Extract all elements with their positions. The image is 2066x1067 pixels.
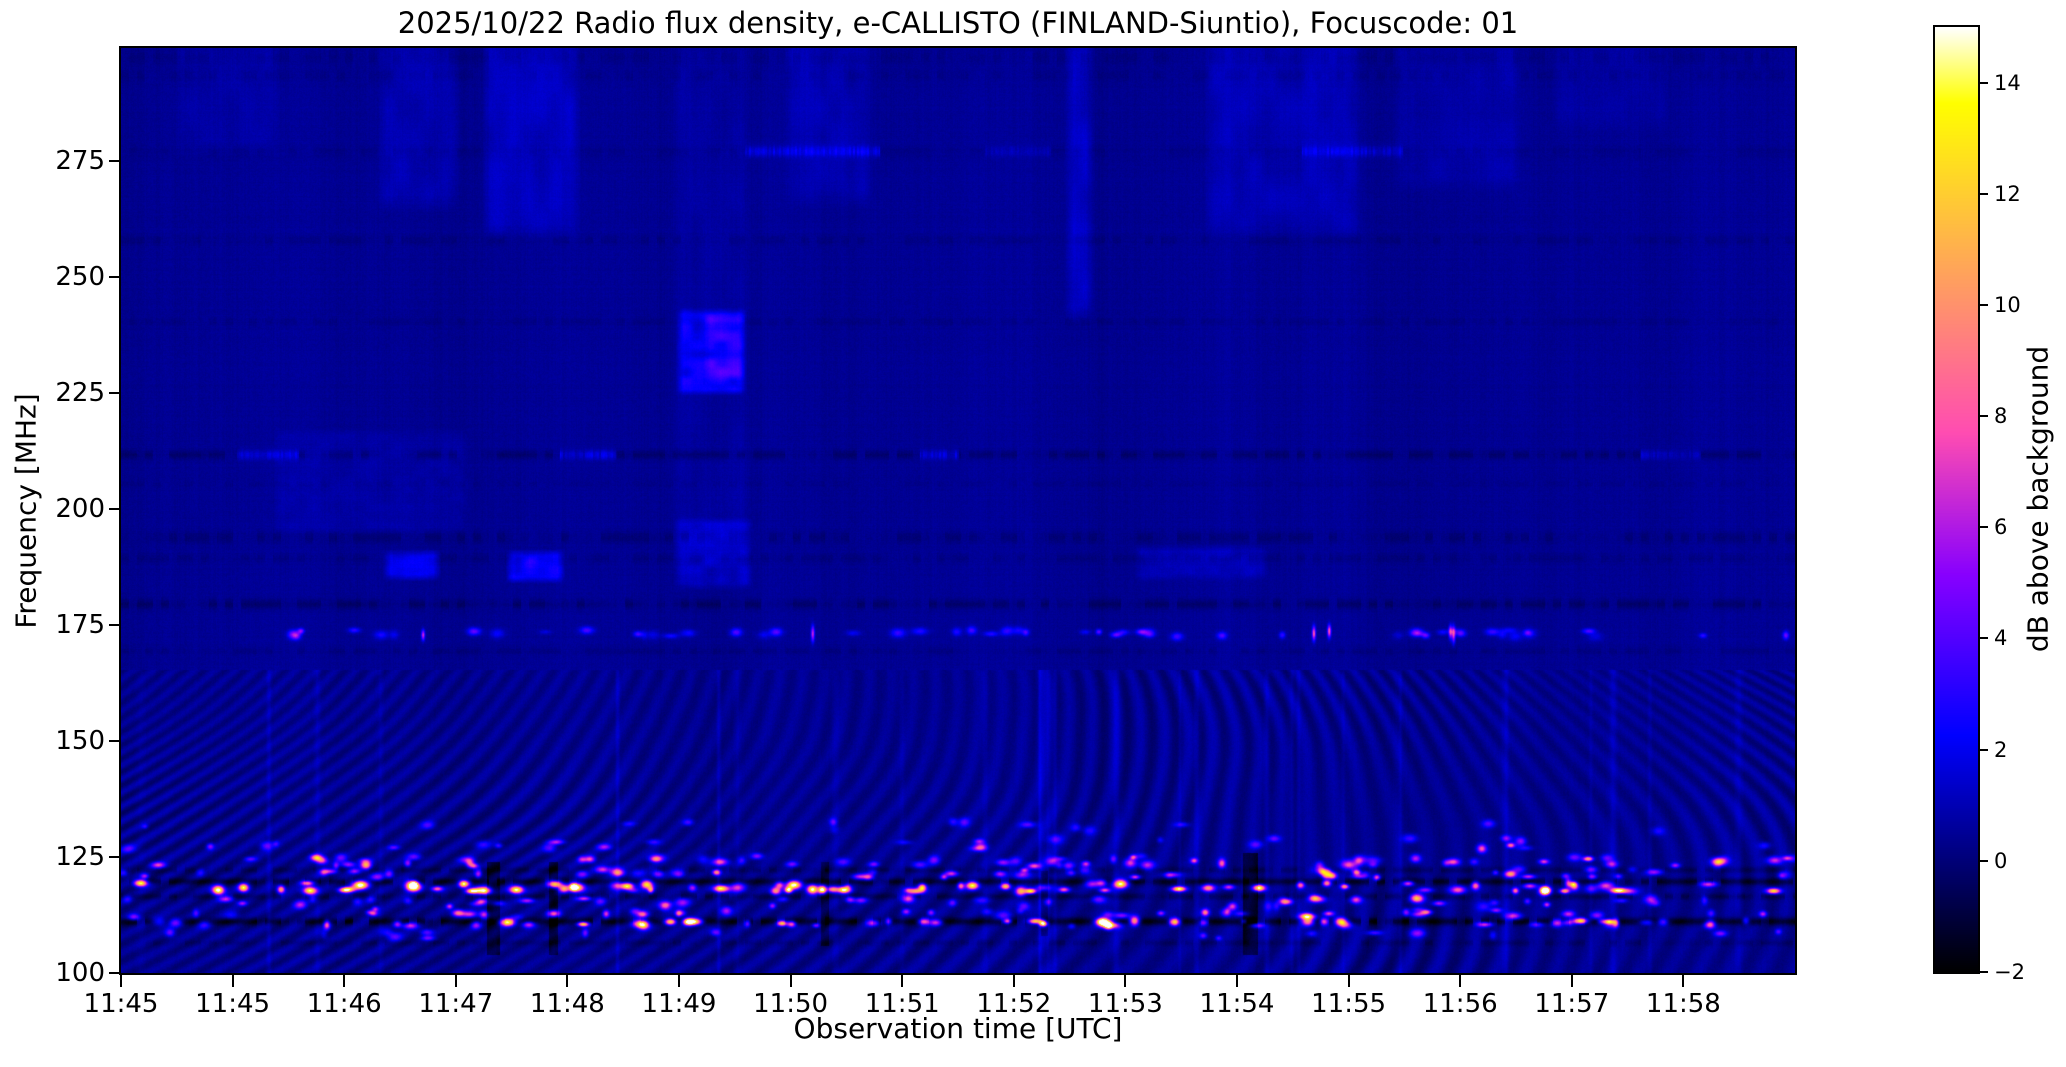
x-axis-label: Observation time [UTC] [793,1012,1123,1045]
colorbar-tick-mark [1980,192,1988,195]
x-tick-label: 11:52 [976,989,1052,1019]
plot-frame [119,46,1797,975]
x-tick-mark [1570,975,1573,987]
x-tick-label: 11:49 [641,989,717,1019]
x-tick-mark [454,975,457,987]
y-tick-mark [109,856,121,859]
y-tick-label: 175 [55,610,105,641]
y-tick-mark [109,160,121,163]
x-tick-label: 11:57 [1534,989,1610,1019]
colorbar-tick-mark [1980,748,1988,751]
x-tick-mark [1682,975,1685,987]
x-tick-label: 11:45 [195,989,271,1019]
chart-title: 2025/10/22 Radio flux density, e-CALLIST… [397,6,1519,40]
x-tick-mark [343,975,346,987]
colorbar-tick-mark [1980,637,1988,640]
colorbar-canvas [1935,27,1978,972]
colorbar-tick-label: 0 [1994,848,2008,873]
x-tick-mark [1347,975,1350,987]
x-tick-mark [231,975,234,987]
colorbar-label: dB above background [2021,345,2055,653]
x-tick-mark [1459,975,1462,987]
x-tick-mark [120,975,122,987]
x-tick-label: 11:47 [418,989,494,1019]
spectrogram-canvas [121,48,1795,973]
x-tick-label: 11:46 [306,989,382,1019]
colorbar-tick-mark [1980,526,1988,529]
x-tick-mark [566,975,569,987]
colorbar-tick-label: −2 [1994,960,2025,984]
x-tick-label: 11:55 [1311,989,1387,1019]
x-tick-mark [678,975,680,987]
y-tick-mark [109,508,121,511]
x-tick-label: 11:53 [1087,989,1163,1019]
x-tick-mark [1124,975,1127,987]
colorbar-tick-mark [1980,415,1988,418]
x-tick-label: 11:45 [83,989,159,1019]
colorbar-tick-mark [1980,81,1988,84]
x-tick-label: 11:51 [864,989,940,1019]
colorbar-tick-mark [1980,971,1988,973]
colorbar-frame [1933,25,1980,974]
colorbar-tick-label: 6 [1994,515,2008,540]
x-tick-mark [901,975,904,987]
x-tick-mark [1236,975,1238,987]
colorbar-tick-label: 12 [1994,181,2021,206]
y-tick-label: 150 [55,726,105,757]
colorbar-tick-label: 2 [1994,737,2008,762]
y-tick-label: 100 [55,958,105,988]
x-tick-label: 11:50 [753,989,829,1019]
x-tick-label: 11:56 [1422,989,1498,1019]
y-tick-mark [109,972,121,974]
x-tick-mark [1012,975,1015,987]
y-tick-mark [109,740,121,743]
colorbar-tick-label: 8 [1994,404,2008,429]
colorbar-tick-label: 14 [1994,70,2021,95]
colorbar-tick-label: 10 [1994,292,2021,317]
y-tick-mark [109,392,121,395]
y-tick-label: 275 [55,146,105,177]
x-tick-label: 11:54 [1199,989,1275,1019]
y-tick-label: 125 [55,842,105,873]
y-tick-mark [109,276,121,279]
y-tick-label: 250 [55,262,105,293]
x-tick-label: 11:58 [1645,989,1721,1019]
colorbar-tick-label: 4 [1994,626,2008,651]
x-tick-label: 11:48 [529,989,605,1019]
y-tick-label: 225 [55,378,105,409]
x-tick-mark [789,975,792,987]
y-tick-mark [109,624,121,627]
y-tick-label: 200 [55,494,105,525]
colorbar-tick-mark [1980,303,1988,306]
colorbar-tick-mark [1980,859,1988,862]
